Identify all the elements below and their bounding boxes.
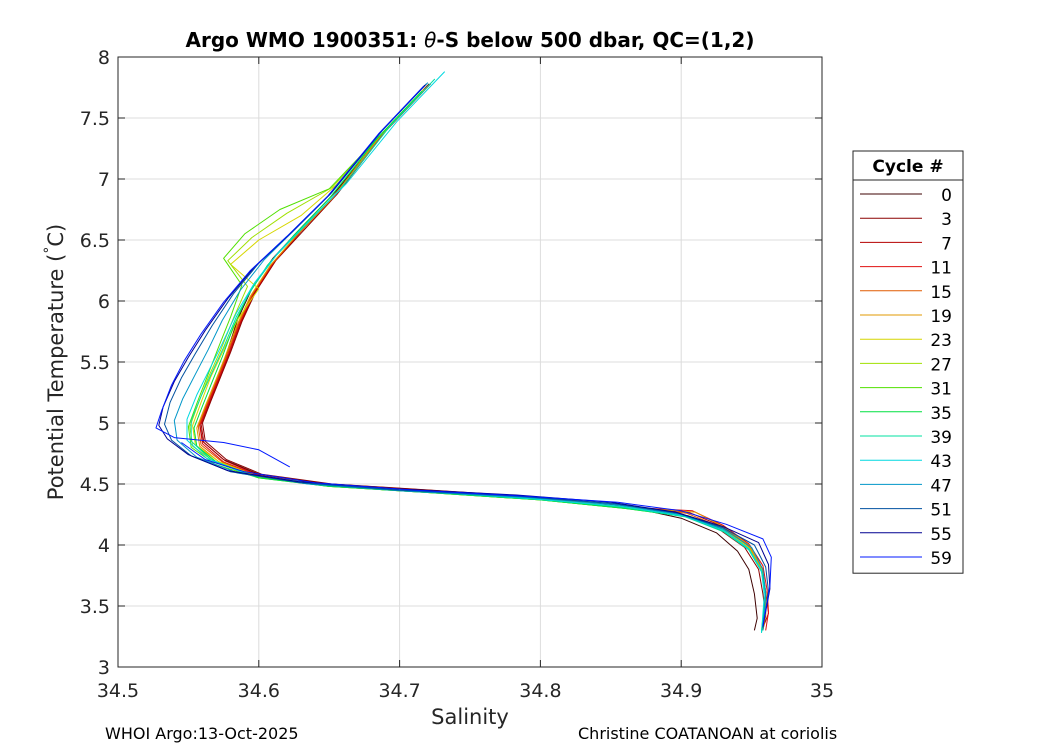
- axes: 34.5 34.6 34.7 34.8 34.9 35 3 3.5 4 4.5 5 5.5 6 6.5 7 7…: [80, 47, 834, 702]
- y-label-part-2: C): [44, 224, 68, 247]
- footer-right: Christine COATANOAN at coriolis: [578, 724, 838, 743]
- legend-label-cycle-7: 7: [941, 234, 952, 254]
- legend-label-cycle-59: 59: [930, 549, 952, 569]
- legend-label-cycle-31: 31: [930, 380, 952, 400]
- series-lines: [155, 71, 772, 633]
- legend-box: [852, 150, 964, 574]
- x-tick-label: 34.5: [97, 680, 139, 702]
- legend-label-cycle-39: 39: [930, 428, 952, 448]
- x-tick-label: 34.8: [519, 680, 561, 702]
- chart-title: Argo WMO 1900351: θ-S below 500 dbar, QC…: [186, 28, 755, 52]
- series-line-cycle-47: [173, 82, 767, 631]
- plot-frame: [117, 56, 823, 668]
- y-tick-label: 3: [98, 657, 110, 679]
- legend-label-cycle-47: 47: [930, 476, 952, 496]
- legend-label-cycle-27: 27: [930, 355, 952, 375]
- legend-label-cycle-35: 35: [930, 404, 952, 424]
- y-tick-label: 5: [98, 413, 110, 435]
- legend-label-cycle-23: 23: [930, 331, 952, 351]
- legend-label-cycle-43: 43: [930, 452, 952, 472]
- y-tick-label: 7: [98, 169, 110, 191]
- legend-label-cycle-11: 11: [930, 259, 952, 279]
- footer-left: WHOI Argo:13-Oct-2025: [105, 724, 299, 743]
- series-line-cycle-43: [186, 71, 765, 633]
- y-tick-label: 8: [98, 47, 110, 69]
- y-label-degree: °: [42, 247, 58, 254]
- x-tick-label: 35: [810, 680, 834, 702]
- title-part-2: -S below 500 dbar, QC=(1,2): [436, 28, 754, 52]
- legend-label-cycle-3: 3: [941, 210, 952, 230]
- x-tick-label: 34.9: [660, 680, 702, 702]
- legend-label-cycle-19: 19: [930, 307, 952, 327]
- title-part-1: Argo WMO 1900351:: [186, 28, 425, 52]
- y-tick-label: 6.5: [80, 230, 110, 252]
- y-tick-label: 3.5: [80, 596, 110, 618]
- x-tick-label: 34.7: [378, 680, 420, 702]
- x-tick-label: 34.6: [238, 680, 280, 702]
- y-tick-label: 5.5: [80, 352, 110, 374]
- x-axis-label: Salinity: [431, 705, 509, 729]
- legend: Cycle # 0 3 7 11 15 19 23 27 31 35 39 43 47 51 55 59: [852, 150, 964, 574]
- y-axis-label: Potential Temperature (°C): [42, 224, 68, 500]
- y-label-part-1: Potential Temperature (: [44, 254, 68, 501]
- y-tick-label: 4: [98, 535, 110, 557]
- legend-title: Cycle #: [872, 157, 943, 177]
- y-tick-label: 7.5: [80, 108, 110, 130]
- y-tick-label: 6: [98, 291, 110, 313]
- grid: [117, 56, 823, 668]
- series-line-cycle-59-b: [181, 442, 772, 626]
- legend-label-cycle-55: 55: [930, 525, 952, 545]
- legend-label-cycle-15: 15: [930, 283, 952, 303]
- title-theta: θ: [424, 28, 436, 52]
- legend-label-cycle-51: 51: [930, 501, 952, 521]
- series-line-cycle-59: [155, 85, 424, 468]
- y-tick-label: 4.5: [80, 474, 110, 496]
- series-line-cycle-39: [190, 78, 767, 631]
- legend-label-cycle-0: 0: [941, 186, 952, 206]
